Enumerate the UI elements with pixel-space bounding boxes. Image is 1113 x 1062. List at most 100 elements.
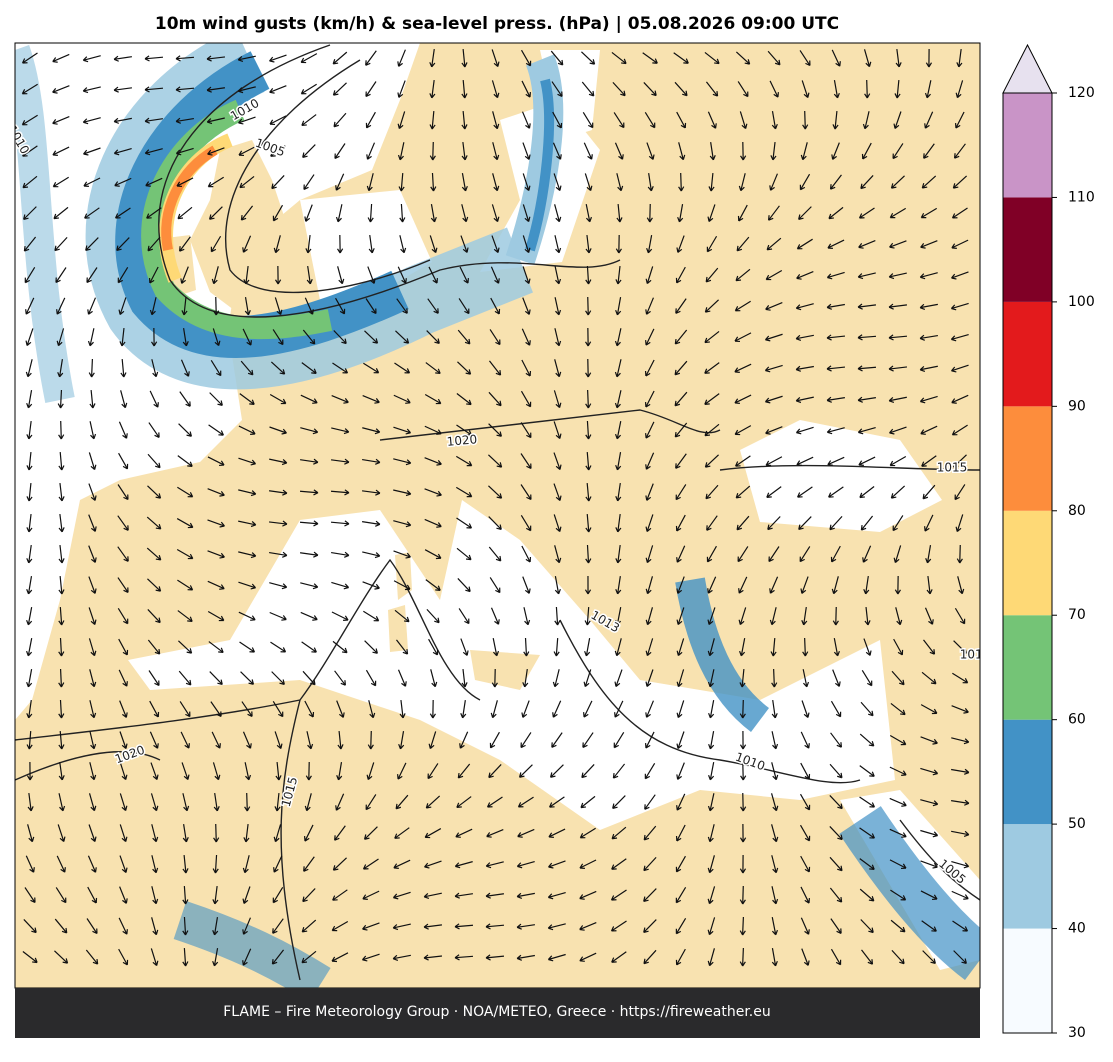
wind-arrow: [120, 390, 128, 409]
wind-arrow: [645, 669, 654, 687]
wind-arrow: [581, 764, 595, 779]
colorbar-band: [1003, 301, 1052, 407]
wind-arrow: [706, 235, 718, 253]
wind-arrow: [210, 235, 222, 253]
wind-arrow: [522, 297, 531, 315]
wind-arrow: [303, 824, 314, 842]
wind-arrow: [554, 576, 561, 595]
wind-arrow: [54, 918, 68, 934]
wind-arrow: [89, 731, 97, 750]
wind-arrow: [151, 359, 159, 378]
wind-arrow: [57, 359, 64, 378]
wind-arrow: [615, 576, 622, 595]
wind-arrow: [801, 700, 810, 718]
wind-arrow: [738, 607, 747, 626]
wind-arrow: [302, 670, 316, 686]
colorbar-band: [1003, 928, 1052, 1033]
wind-arrow: [213, 823, 220, 843]
wind-arrow: [88, 545, 97, 563]
wind-arrow: [955, 514, 964, 533]
wind-arrow: [210, 360, 222, 377]
wind-arrow: [488, 764, 502, 779]
wind-arrow: [644, 794, 656, 810]
wind-arrow: [614, 700, 624, 718]
wind-arrow: [676, 793, 686, 811]
wind-arrow: [82, 55, 101, 63]
wind-arrow: [610, 889, 627, 901]
wind-arrow: [397, 762, 407, 780]
wind-arrow: [113, 117, 132, 124]
wind-arrow: [53, 206, 69, 220]
wind-arrow: [242, 328, 252, 346]
wind-arrow: [269, 489, 288, 496]
wind-arrow: [831, 142, 840, 160]
wind-arrow: [488, 516, 502, 531]
wind-arrow: [521, 111, 531, 129]
wind-arrow: [892, 515, 904, 532]
wind-arrow: [863, 638, 872, 656]
wind-arrow: [547, 892, 566, 900]
wind-arrow: [863, 576, 870, 595]
wind-arrow: [552, 111, 563, 129]
wind-arrow: [398, 172, 405, 192]
wind-arrow: [614, 669, 623, 687]
wind-arrow: [735, 268, 751, 282]
wind-arrow: [206, 55, 226, 62]
wind-arrow: [645, 297, 654, 315]
wind-arrow: [950, 333, 969, 342]
wind-arrow: [860, 515, 874, 531]
wind-arrow: [332, 51, 348, 65]
wind-arrow: [585, 451, 592, 471]
wind-arrow: [179, 391, 191, 407]
wind-arrow: [424, 549, 442, 560]
wind-arrow: [362, 458, 381, 465]
wind-arrow: [708, 731, 715, 750]
wind-arrow: [523, 607, 531, 626]
wind-arrow: [644, 112, 656, 129]
wind-arrow: [735, 455, 751, 467]
wind-arrow: [485, 892, 504, 899]
wind-arrow: [119, 700, 128, 718]
wind-arrow: [365, 111, 376, 129]
wind-arrow: [393, 489, 412, 497]
wind-arrow: [920, 890, 938, 901]
colorbar-tick-label: 60: [1068, 712, 1086, 728]
wind-arrow: [764, 364, 783, 373]
wind-arrow: [950, 302, 969, 311]
wind-arrow: [273, 855, 283, 873]
wind-arrow: [182, 824, 189, 843]
wind-arrow: [580, 795, 596, 809]
wind-arrow: [361, 489, 381, 496]
wind-arrow: [888, 272, 907, 280]
wind-arrow: [366, 173, 374, 192]
wind-arrow: [615, 513, 622, 533]
wind-arrow: [771, 917, 779, 936]
wind-arrow: [521, 359, 532, 377]
wind-arrow: [54, 236, 68, 252]
wind-arrow: [117, 608, 129, 625]
wind-arrow: [830, 545, 841, 563]
wind-arrow: [88, 483, 97, 501]
wind-arrow: [765, 456, 783, 467]
wind-arrow: [921, 920, 937, 932]
wind-arrow: [243, 265, 250, 285]
wind-arrow: [397, 111, 406, 130]
wind-arrow: [674, 422, 688, 438]
wind-arrow: [366, 762, 375, 781]
wind-arrow: [707, 917, 716, 936]
wind-arrow: [362, 395, 380, 404]
wind-arrow: [113, 55, 132, 62]
wind-arrow: [119, 824, 128, 843]
wind-arrow: [771, 824, 779, 843]
footer-bar: [15, 988, 980, 1038]
wind-arrow: [456, 517, 473, 529]
wind-arrow: [425, 795, 441, 809]
wind-arrow: [488, 391, 502, 407]
wind-arrow: [394, 609, 410, 623]
wind-arrow: [490, 297, 501, 315]
wind-arrow: [826, 365, 846, 372]
wind-arrow: [858, 456, 876, 466]
wind-arrow: [331, 581, 350, 590]
wind-arrow: [922, 950, 936, 964]
wind-arrow: [889, 859, 907, 870]
